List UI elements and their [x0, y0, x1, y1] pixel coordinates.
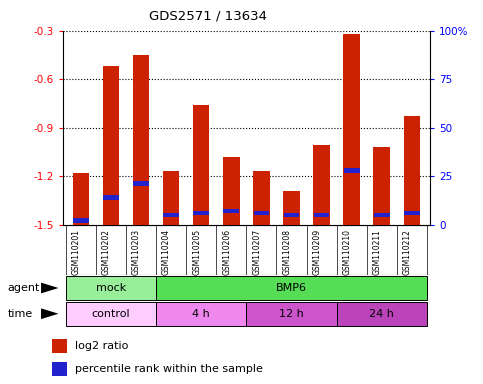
Text: GSM110201: GSM110201 — [72, 228, 81, 275]
Bar — [133, 182, 149, 186]
Polygon shape — [41, 308, 58, 319]
Text: GSM110211: GSM110211 — [373, 228, 382, 275]
Bar — [343, 34, 360, 225]
Text: 4 h: 4 h — [192, 309, 210, 319]
Bar — [193, 105, 210, 225]
Text: GSM110205: GSM110205 — [192, 228, 201, 275]
Text: 24 h: 24 h — [369, 309, 394, 319]
Bar — [72, 173, 89, 225]
Bar — [66, 276, 156, 300]
Bar — [223, 157, 240, 225]
Bar — [163, 212, 179, 217]
Bar — [193, 210, 209, 215]
Polygon shape — [41, 283, 58, 293]
Text: 12 h: 12 h — [279, 309, 304, 319]
Bar — [66, 302, 156, 326]
Text: GDS2571 / 13634: GDS2571 / 13634 — [149, 10, 267, 23]
Bar — [73, 218, 89, 223]
Bar — [133, 55, 149, 225]
Bar — [156, 302, 246, 326]
Bar — [403, 116, 420, 225]
Text: BMP6: BMP6 — [276, 283, 307, 293]
Text: GSM110210: GSM110210 — [342, 228, 352, 275]
Bar — [373, 147, 390, 225]
Bar — [404, 210, 420, 215]
Text: GSM110207: GSM110207 — [253, 228, 261, 275]
Text: GSM110208: GSM110208 — [283, 228, 291, 275]
Bar — [374, 212, 390, 217]
Bar — [246, 302, 337, 326]
Text: mock: mock — [96, 283, 126, 293]
Bar — [283, 191, 300, 225]
Bar — [53, 362, 67, 376]
Text: time: time — [7, 309, 32, 319]
Text: GSM110209: GSM110209 — [313, 228, 322, 275]
Text: GSM110202: GSM110202 — [102, 228, 111, 275]
Bar — [103, 66, 119, 225]
Bar — [53, 339, 67, 353]
Bar — [284, 212, 299, 217]
Bar — [344, 168, 359, 173]
Text: GSM110204: GSM110204 — [162, 228, 171, 275]
Bar — [163, 171, 179, 225]
Bar — [156, 276, 427, 300]
Text: log2 ratio: log2 ratio — [75, 341, 128, 351]
Text: GSM110212: GSM110212 — [403, 228, 412, 275]
Text: control: control — [92, 309, 130, 319]
Bar — [224, 209, 239, 214]
Bar — [253, 171, 270, 225]
Text: agent: agent — [7, 283, 40, 293]
Text: GSM110206: GSM110206 — [222, 228, 231, 275]
Text: percentile rank within the sample: percentile rank within the sample — [75, 364, 263, 374]
Bar — [313, 212, 329, 217]
Text: GSM110203: GSM110203 — [132, 228, 141, 275]
Bar — [103, 195, 119, 200]
Bar — [313, 146, 330, 225]
Bar — [337, 302, 427, 326]
Bar — [254, 210, 269, 215]
